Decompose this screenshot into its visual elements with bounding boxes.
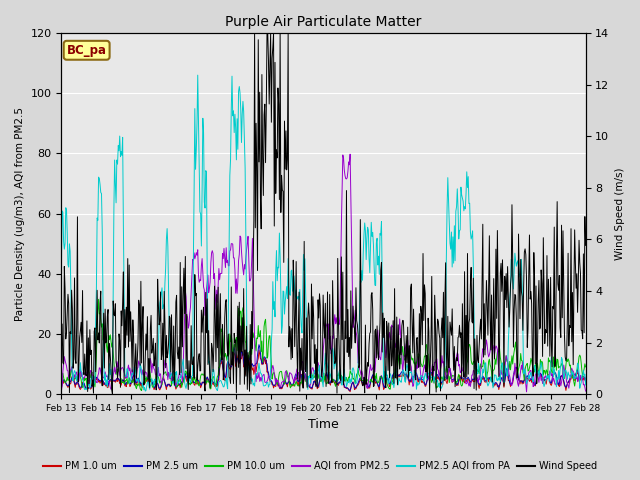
Title: Purple Air Particulate Matter: Purple Air Particulate Matter — [225, 15, 422, 29]
Y-axis label: Particle Density (ug/m3), AQI from PM2.5: Particle Density (ug/m3), AQI from PM2.5 — [15, 107, 25, 321]
Legend: PM 1.0 um, PM 2.5 um, PM 10.0 um, AQI from PM2.5, PM2.5 AQI from PA, Wind Speed: PM 1.0 um, PM 2.5 um, PM 10.0 um, AQI fr… — [39, 457, 601, 475]
Y-axis label: Wind Speed (m/s): Wind Speed (m/s) — [615, 168, 625, 260]
X-axis label: Time: Time — [308, 419, 339, 432]
Text: BC_pa: BC_pa — [67, 44, 107, 57]
